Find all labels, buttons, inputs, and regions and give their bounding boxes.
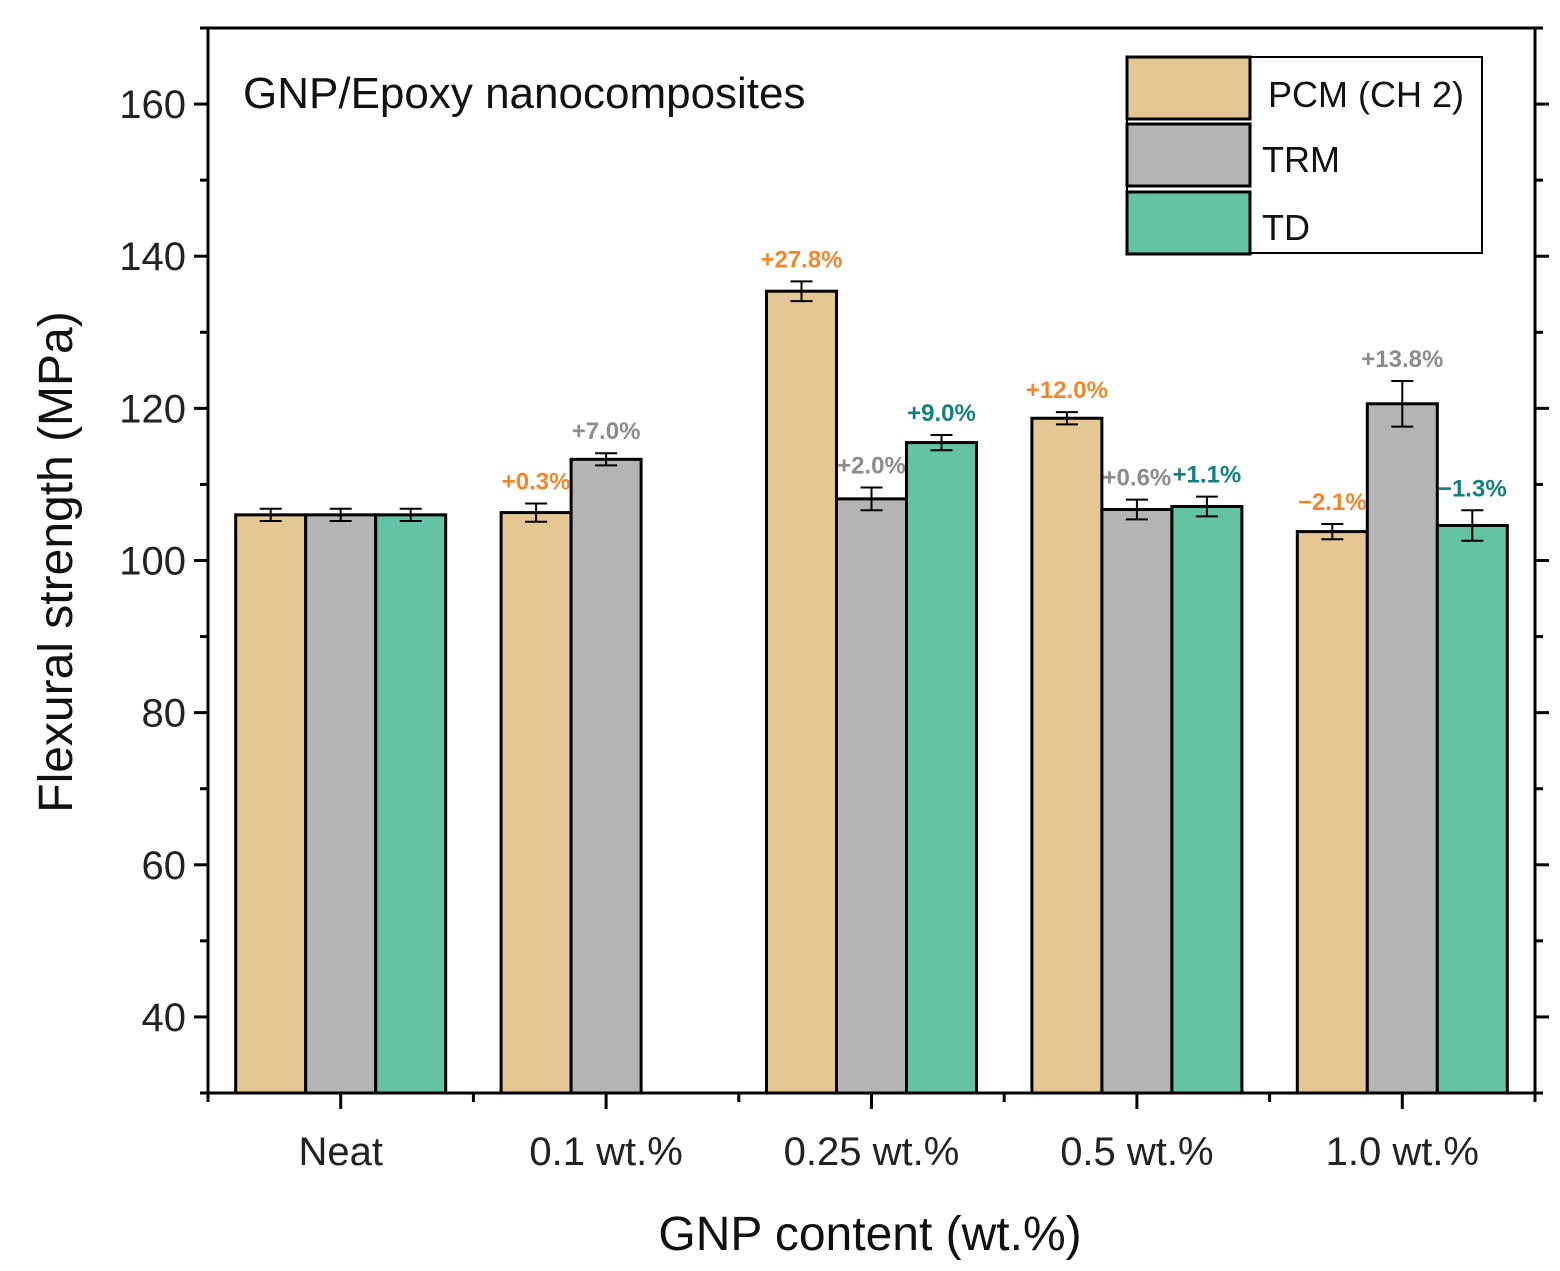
data-label-trm-1-0-wt: +13.8% (1361, 346, 1443, 373)
data-label-trm-0-25-wt: +2.0% (837, 452, 906, 479)
x-tick-label-0-5-wt: 0.5 wt.% (1060, 1130, 1213, 1174)
y-tick-label: 40 (142, 996, 187, 1040)
bar-pcm-0-5-wt (1030, 416, 1104, 1095)
y-tick-label: 120 (119, 387, 186, 431)
axes-layer: 40 60 80 100 120 140 160 Neat 0.1 wt.% 0.25 wt.% 0… (119, 26, 1549, 1174)
y-tick-label: 140 (119, 235, 186, 279)
x-tick-label-0-25-wt: 0.25 wt.% (784, 1130, 960, 1174)
data-label-pcm-0-5-wt: +12.0% (1026, 377, 1108, 404)
bar-td-0-25-wt (905, 441, 978, 1095)
legend-swatch-td (1125, 190, 1252, 256)
x-tick-label-neat: Neat (298, 1130, 383, 1174)
y-tick-label: 160 (119, 83, 186, 127)
x-tick-label-0-1-wt: 0.1 wt.% (529, 1130, 682, 1174)
legend-swatch-trm (1125, 122, 1252, 188)
bar-trm-0-25-wt (835, 497, 908, 1095)
x-axis-title: GNP content (wt.%) (658, 1208, 1081, 1261)
y-tick-label: 60 (142, 844, 187, 888)
bar-trm-0-1-wt (569, 457, 643, 1095)
annotation-layer: +0.3%+7.0% +27.8% +2.0%+9.0% +12.0% +0.6% +1.… (502, 246, 1507, 516)
bar-trm-neat (304, 513, 378, 1095)
bar-pcm-0-1-wt (499, 511, 573, 1095)
bar-td-0-5-wt (1170, 504, 1244, 1095)
data-label-pcm-1-0-wt: −2.1% (1298, 489, 1367, 516)
legend-label-trm: TRM (1262, 139, 1340, 180)
chart-title: GNP/Epoxy nanocomposites (243, 69, 806, 118)
data-label-pcm-0-25-wt: +27.8% (760, 246, 842, 273)
legend-swatch-pcm (1125, 55, 1252, 121)
bar-trm-0-5-wt (1100, 508, 1174, 1095)
bar-td-neat (374, 513, 448, 1095)
legend: PCM (CH 2) TRM TD (1125, 55, 1483, 256)
data-label-td-0-5-wt: +1.1% (1173, 462, 1242, 489)
bars-layer (234, 280, 1509, 1095)
legend-label-td: TD (1262, 207, 1310, 248)
data-label-td-0-25-wt: +9.0% (907, 400, 976, 427)
data-label-trm-0-1-wt: +7.0% (572, 418, 641, 445)
data-label-trm-0-5-wt: +0.6% (1103, 465, 1172, 492)
bar-trm-1-0-wt (1365, 402, 1439, 1095)
bar-pcm-0-25-wt (765, 289, 838, 1095)
y-tick-label: 80 (142, 692, 187, 736)
y-axis-title: Flexural strength (MPa) (30, 311, 83, 813)
bar-pcm-1-0-wt (1295, 530, 1369, 1095)
bar-pcm-neat (234, 513, 308, 1095)
y-tick-label: 100 (119, 540, 186, 584)
legend-label-pcm: PCM (CH 2) (1268, 74, 1464, 115)
bar-td-1-0-wt (1435, 524, 1509, 1095)
x-tick-label-1-0-wt: 1.0 wt.% (1326, 1130, 1479, 1174)
data-label-pcm-0-1-wt: +0.3% (502, 468, 571, 495)
data-label-td-1-0-wt: −1.3% (1438, 475, 1507, 502)
